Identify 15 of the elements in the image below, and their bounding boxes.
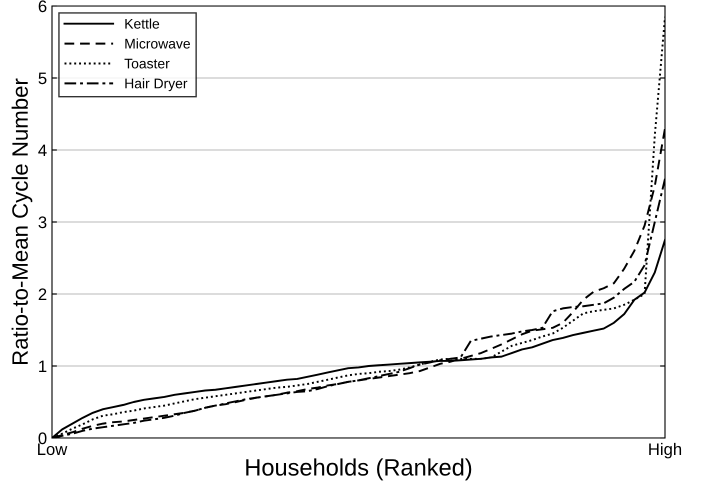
- y-tick-label: 3: [38, 216, 46, 228]
- y-tick-label: 4: [38, 144, 47, 156]
- y-tick-label: 1: [39, 360, 46, 372]
- y-tick-label: 6: [38, 0, 46, 12]
- y-tick-label: 5: [38, 72, 46, 84]
- y-tick-label: 0: [38, 432, 46, 444]
- x-tick-label: Low: [38, 443, 68, 456]
- legend-label: Kettle: [125, 18, 160, 29]
- x-tick-label: High: [649, 442, 682, 458]
- legend-label: Microwave: [125, 38, 190, 49]
- x-axis-title: Households (Ranked): [246, 458, 472, 480]
- legend-label: Hair Dryer: [125, 78, 188, 92]
- y-axis-title: Ratio-to-Mean Cycle Number: [12, 78, 32, 364]
- legend-label: Toaster: [124, 58, 170, 68]
- y-tick-label: 2: [38, 288, 46, 300]
